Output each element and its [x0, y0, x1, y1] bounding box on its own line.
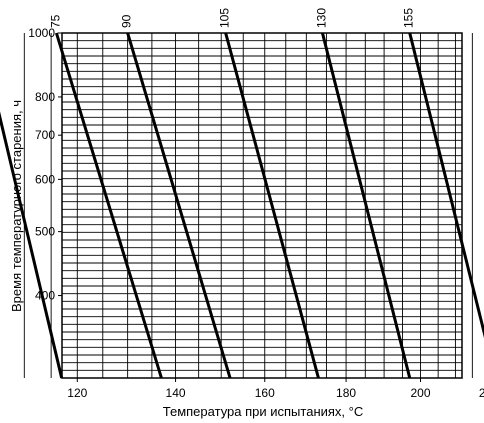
y-tick-label: 400 — [35, 289, 55, 303]
series-line-105 — [224, 32, 320, 379]
series-line-60 — [0, 111, 64, 379]
series-label-130: 130 — [314, 8, 328, 28]
grid — [23, 32, 473, 379]
x-tick-label: 200 — [410, 386, 430, 400]
series-label-75: 75 — [48, 14, 62, 28]
y-axis-title: Время температурного старения, ч — [9, 100, 24, 312]
y-tick-label: 800 — [35, 90, 55, 104]
series-label-155: 155 — [402, 8, 416, 28]
x-tick-label: 220 — [479, 386, 484, 400]
series-lines — [0, 32, 484, 379]
x-tick-label: 140 — [166, 386, 186, 400]
x-axis-title: Температура при испытаниях, °C — [163, 404, 363, 419]
series-label-90: 90 — [120, 14, 134, 28]
x-tick-label: 120 — [67, 386, 87, 400]
y-tick-label: 500 — [35, 225, 55, 239]
series-label-105: 105 — [218, 8, 232, 28]
y-tick-label: 700 — [35, 128, 55, 142]
y-tick-label: 1000 — [28, 26, 55, 40]
series-labels: 240220200180155130105907560 — [48, 8, 416, 28]
series-line-155 — [408, 32, 484, 339]
tick-labels: 3002802602402202001801601401201004005006… — [28, 26, 484, 400]
series-line-75 — [54, 32, 163, 379]
x-tick-label: 180 — [336, 386, 356, 400]
series-line-130 — [320, 32, 412, 379]
y-tick-label: 600 — [35, 172, 55, 186]
series-line-90 — [126, 32, 232, 379]
x-tick-label: 160 — [255, 386, 275, 400]
plot-frame — [61, 32, 463, 379]
